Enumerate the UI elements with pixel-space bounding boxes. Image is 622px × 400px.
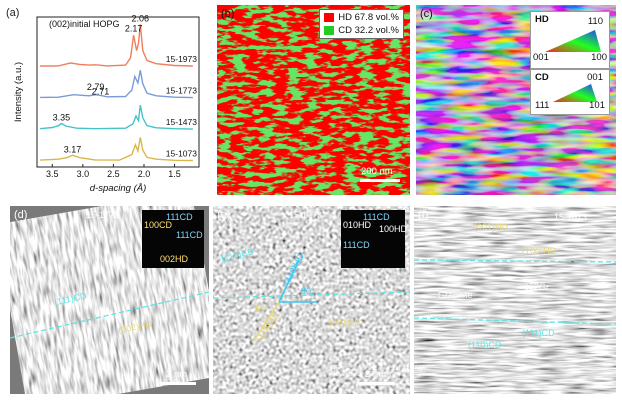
- panel-f-002gr: 002Gr: [524, 282, 550, 292]
- ipf-cd-triangle: [553, 84, 597, 102]
- panel-a-chart: (a) (002)initial HOPG 3.5 3.0 2.5 2.0 1.5 d-sp…: [3, 5, 205, 195]
- ipf-hd-top: 110: [587, 16, 603, 27]
- x-tick-label: 2.5: [107, 169, 120, 179]
- peak-annotation: 3.17: [64, 144, 82, 154]
- ipf-hd-left: 001: [533, 52, 549, 63]
- panel-f-graphite: Graphite: [438, 290, 473, 300]
- x-axis-label: d-spacing (Å): [90, 183, 147, 194]
- fft-e-010hd: 010HD: [343, 220, 372, 230]
- phase-legend: HD 67.8 vol.% CD 32.2 vol.%: [319, 9, 404, 39]
- fft-inset-e: 010HD 111CD 100HD 111CD: [341, 210, 408, 268]
- xrd-chart: (002)initial HOPG 3.5 3.0 2.5 2.0 1.5 d-spacin…: [13, 14, 200, 194]
- legend-hd-text: HD 67.8 vol.%: [338, 12, 399, 23]
- hrtem-f-image: [414, 206, 616, 394]
- panel-e-sample: 15-1773: [289, 210, 323, 220]
- panel-c-label: (c): [420, 8, 433, 20]
- series-line-15-1073: [40, 137, 193, 162]
- x-tick-label: 1.5: [168, 169, 181, 179]
- series-line-15-1473: [40, 104, 193, 130]
- watermark-text: 服务于新材料科学: [330, 364, 427, 378]
- peak-annotation: 2.06: [132, 14, 150, 24]
- fft-inset-d: 100CD 111CD 111CD 002HD: [142, 210, 204, 268]
- panel-e-90deg: 90°: [301, 286, 315, 296]
- chart-title: (002)initial HOPG: [49, 19, 120, 29]
- legend-hd: HD 67.8 vol.%: [324, 11, 399, 24]
- ipf-cd-right: 101: [589, 100, 605, 111]
- series-label: 15-1973: [166, 54, 197, 64]
- panel-a-label: (a): [6, 7, 20, 19]
- series-line-15-1973: [40, 24, 193, 67]
- scale-bar-e-text: 2 nm: [365, 369, 387, 380]
- fft-e-111cd-b: 111CD: [343, 240, 370, 250]
- legend-cd: CD 32.2 vol.%: [324, 24, 399, 37]
- scale-bar-b-text: 200 nm: [361, 166, 393, 177]
- panel-f-001hd: (001)HD: [474, 222, 509, 232]
- scale-bar-d-text: 2 nm: [166, 369, 188, 380]
- ipf-key-cd: CD 001 111 101: [530, 69, 610, 115]
- panel-f-110cd: (110)CD: [468, 340, 502, 350]
- panel-f-100hd: (100)HD: [522, 246, 557, 256]
- panel-e-label: (e): [217, 209, 231, 221]
- legend-hd-swatch: [324, 13, 335, 22]
- ipf-hd-title: HD: [535, 14, 549, 25]
- plot-frame: [36, 16, 200, 168]
- ipf-hd-right: 100: [591, 52, 607, 63]
- scale-bar-d: [160, 382, 196, 385]
- panel-f-label: (f): [418, 209, 429, 221]
- peak-annotation: 2.17: [125, 24, 143, 34]
- panel-b-phase-map: (b) HD 67.8 vol.% CD 32.2 vol.% 200 nm: [217, 5, 410, 195]
- series-label: 15-1473: [166, 117, 197, 127]
- ipf-hd-triangle: [545, 30, 601, 52]
- fft-e-100hd: 100HD: [379, 224, 408, 234]
- scale-bar-b: [360, 179, 400, 182]
- x-tick-label: 3.5: [46, 169, 59, 179]
- ipf-cd-top: 001: [587, 72, 603, 83]
- panel-e-001hd: (001)HD: [329, 318, 364, 328]
- panel-b-label: (b): [221, 8, 235, 20]
- panel-e-60deg: 60°: [255, 304, 269, 314]
- scale-bar-e: [359, 382, 395, 385]
- ipf-key-hd: HD 110 001 100: [530, 11, 610, 69]
- x-tick-label: 3.0: [77, 169, 90, 179]
- fft-e-111cd-a: 111CD: [363, 212, 390, 222]
- panel-e-hrtem: (e) 15-1773 010HD 111CD 100HD 111CD (110…: [213, 206, 410, 394]
- legend-cd-text: CD 32.2 vol.%: [338, 25, 399, 36]
- panel-d-hrtem: (d) 15-1773 100CD 111CD 111CD 002HD (111…: [10, 206, 209, 394]
- fft-d-111cd-a: 111CD: [166, 212, 193, 222]
- series-label: 15-1773: [166, 86, 197, 96]
- series-line-15-1773: [40, 70, 193, 99]
- panel-f-hrtem: (f) 15-1073 (001)HD (100)HD Graphite 002…: [414, 206, 616, 394]
- fft-d-111cd-b: 111CD: [176, 230, 203, 240]
- panel-d-sample: 15-1773: [86, 210, 120, 220]
- panel-d-label: (d): [14, 209, 28, 221]
- peak-annotation: 2.71: [92, 87, 110, 97]
- ipf-cd-title: CD: [535, 72, 549, 83]
- peak-annotation: 2.79: [87, 82, 105, 92]
- legend-cd-swatch: [324, 26, 335, 35]
- panel-f-111cd: (111)CD: [522, 328, 555, 338]
- fft-d-002hd: 002HD: [160, 254, 189, 264]
- panel-f-sample: 15-1073: [554, 212, 588, 222]
- ipf-cd-left: 111: [535, 100, 550, 111]
- panel-c-orientation-map: (c) HD 110 001 100 CD 001 111 101: [416, 5, 616, 195]
- fft-d-100cd: 100CD: [144, 220, 173, 230]
- series-label: 15-1073: [166, 148, 197, 158]
- peak-annotation: 3.35: [53, 113, 71, 123]
- x-tick-label: 2.0: [138, 169, 151, 179]
- y-axis-label: Intensity (a.u.): [13, 62, 24, 122]
